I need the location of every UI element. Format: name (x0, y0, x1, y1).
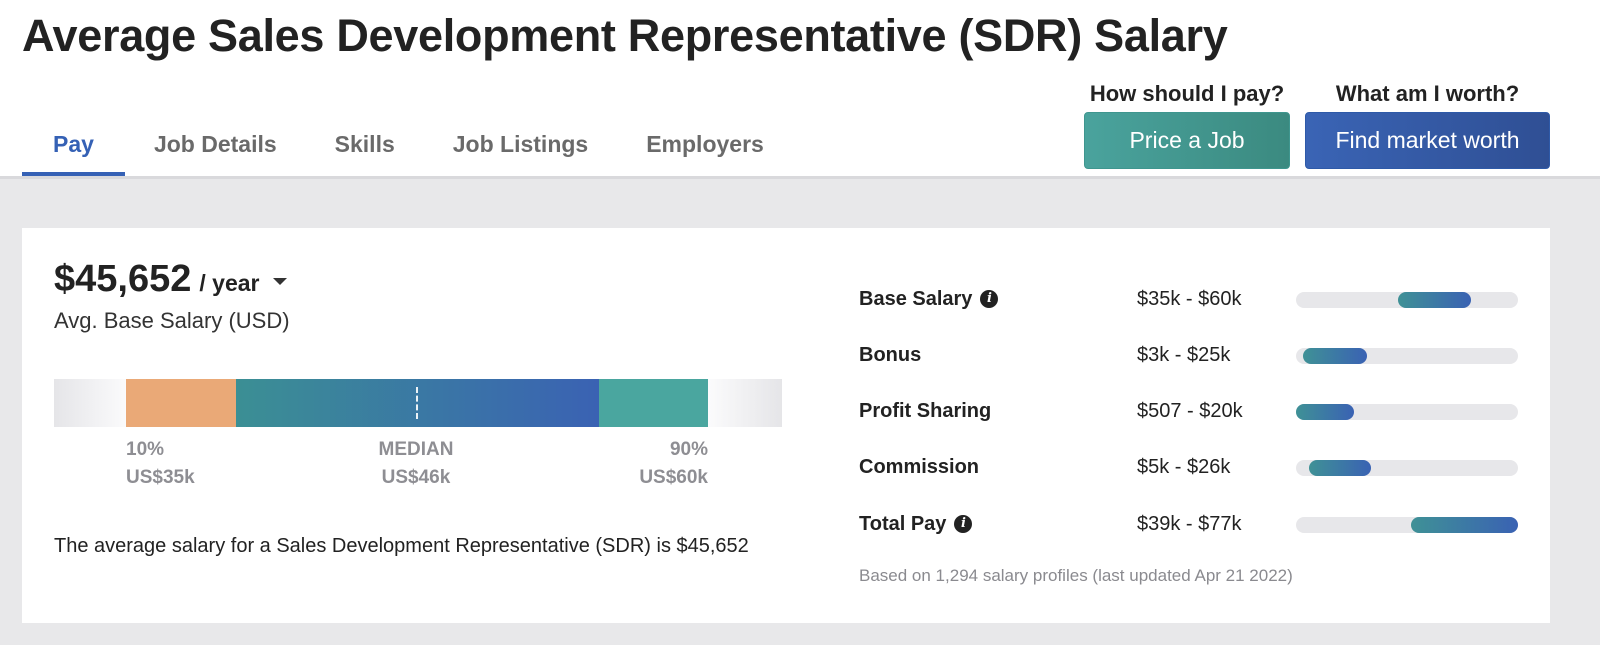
range-high-percentile: 90% (669, 439, 708, 460)
page-title: Average Sales Development Representative… (22, 10, 1228, 61)
pay-row-base-salary: Base Salary i $35k - $60k (859, 284, 1519, 314)
info-icon[interactable]: i (980, 290, 999, 308)
salary-range-bar (54, 379, 782, 427)
pay-range-fill (1309, 460, 1372, 476)
tab-job-listings[interactable]: Job Listings (452, 131, 589, 157)
data-footnote: Based on 1,294 salary profiles (last upd… (859, 566, 1293, 585)
salary-value: $45,652 (54, 258, 192, 300)
pay-range-track (1296, 348, 1518, 364)
tab-job-details[interactable]: Job Details (153, 131, 277, 157)
range-high-value: US$60k (639, 467, 708, 488)
salary-card: $45,652 / year Avg. Base Salary (USD) 10… (22, 228, 1550, 623)
pay-period-selector[interactable]: / year (199, 270, 260, 296)
range-segment-low (126, 379, 236, 427)
range-segment-high (599, 379, 708, 427)
pay-row-label-text: Bonus (859, 344, 922, 366)
pay-row-profit-sharing: Profit Sharing $507 - $20k (859, 396, 1519, 426)
pay-row-label: Bonus (859, 340, 921, 370)
pay-row-label-text: Profit Sharing (859, 400, 992, 422)
tab-pay[interactable]: Pay (22, 120, 125, 176)
price-job-prompt: How should I pay? (1089, 81, 1285, 106)
pay-range-track (1296, 292, 1518, 308)
pay-row-total-pay: Total Pay i $39k - $77k (859, 509, 1519, 539)
salary-caption: Avg. Base Salary (USD) (54, 308, 290, 333)
find-market-worth-button[interactable]: Find market worth (1305, 112, 1550, 169)
pay-row-commission: Commission $5k - $26k (859, 452, 1519, 482)
tab-employers[interactable]: Employers (646, 131, 764, 157)
pay-range-track (1296, 460, 1518, 476)
market-worth-prompt: What am I worth? (1335, 81, 1520, 106)
pay-range-track (1296, 404, 1518, 420)
median-marker (416, 387, 418, 419)
caret-down-icon[interactable] (273, 278, 288, 285)
pay-row-label-text: Base Salary (859, 288, 973, 310)
price-a-job-button[interactable]: Price a Job (1084, 112, 1290, 169)
pay-range-fill (1302, 348, 1368, 364)
pay-row-range: $3k - $25k (1137, 344, 1231, 366)
salary-summary: The average salary for a Sales Developme… (54, 535, 749, 557)
salary-amount-row: $45,652 / year (54, 258, 288, 301)
range-low-value: US$35k (126, 467, 195, 488)
pay-row-label: Profit Sharing (859, 396, 991, 426)
pay-row-label: Total Pay i (859, 509, 973, 539)
range-label-median: MEDIAN US$46k (356, 436, 476, 492)
header-divider (0, 176, 1600, 179)
pay-range-fill (1411, 517, 1518, 533)
pay-row-range: $507 - $20k (1137, 400, 1243, 422)
pay-range-fill (1296, 404, 1354, 420)
range-median-value: US$46k (381, 467, 451, 488)
pay-row-bonus: Bonus $3k - $25k (859, 340, 1519, 370)
range-low-percentile: 10% (126, 439, 165, 460)
pay-range-track (1296, 517, 1518, 533)
tab-bar: Pay Job Details Skills Job Listings Empl… (22, 120, 793, 178)
pay-row-range: $39k - $77k (1137, 513, 1242, 535)
market-worth-group: What am I worth? Find market worth (1305, 78, 1550, 169)
page-header: Average Sales Development Representative… (0, 0, 1600, 178)
range-median-label: MEDIAN (378, 439, 454, 460)
pay-row-label-text: Commission (859, 456, 980, 478)
range-label-high: 90% US$60k (582, 436, 708, 492)
pay-row-label: Commission (859, 452, 979, 482)
pay-row-label: Base Salary i (859, 284, 999, 314)
info-icon[interactable]: i (954, 515, 973, 533)
range-label-low: 10% US$35k (126, 436, 195, 492)
pay-row-range: $5k - $26k (1137, 456, 1231, 478)
pay-row-label-text: Total Pay (859, 513, 947, 535)
tab-skills[interactable]: Skills (334, 131, 395, 157)
price-job-group: How should I pay? Price a Job (1084, 78, 1290, 169)
pay-row-range: $35k - $60k (1137, 288, 1242, 310)
pay-range-fill (1398, 292, 1472, 308)
